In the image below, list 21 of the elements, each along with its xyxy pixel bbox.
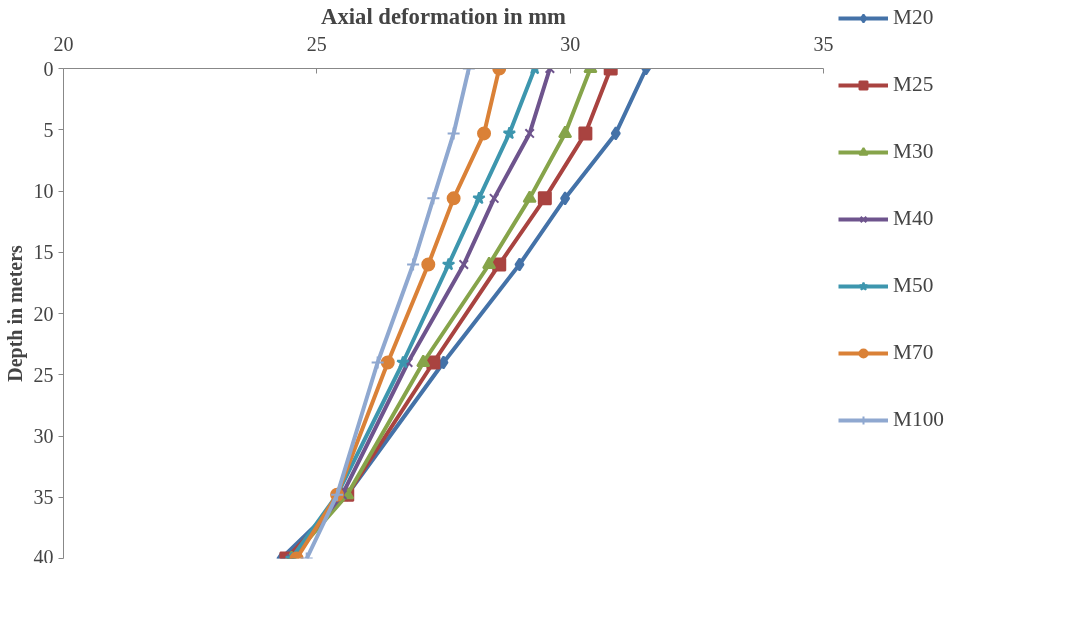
y-tick-label: 35 (33, 486, 54, 509)
legend-label: M20 (893, 5, 934, 30)
legend-label: M25 (893, 72, 934, 97)
y-tick-label: 10 (33, 180, 54, 202)
legend-label: M100 (893, 407, 944, 432)
legend-label: M50 (893, 273, 934, 298)
y-tick-label: 15 (33, 241, 54, 264)
y-tick-label: 40 (33, 545, 54, 568)
legend-label: M40 (893, 206, 934, 231)
x-tick-label: 35 (813, 32, 834, 55)
legend-label: M70 (893, 340, 934, 365)
legend-label: M30 (893, 139, 934, 164)
y-tick-label: 0 (43, 57, 54, 80)
x-axis-title: Axial deformation in mm (321, 3, 567, 29)
y-tick-label: 5 (43, 118, 54, 141)
y-axis-title: Depth in meters (3, 244, 27, 382)
y-tick-label: 20 (33, 302, 54, 325)
y-tick-label: 30 (33, 425, 54, 447)
x-tick-label: 25 (306, 32, 327, 55)
y-tick-label: 25 (33, 363, 54, 386)
x-tick-label: 30 (560, 32, 581, 55)
